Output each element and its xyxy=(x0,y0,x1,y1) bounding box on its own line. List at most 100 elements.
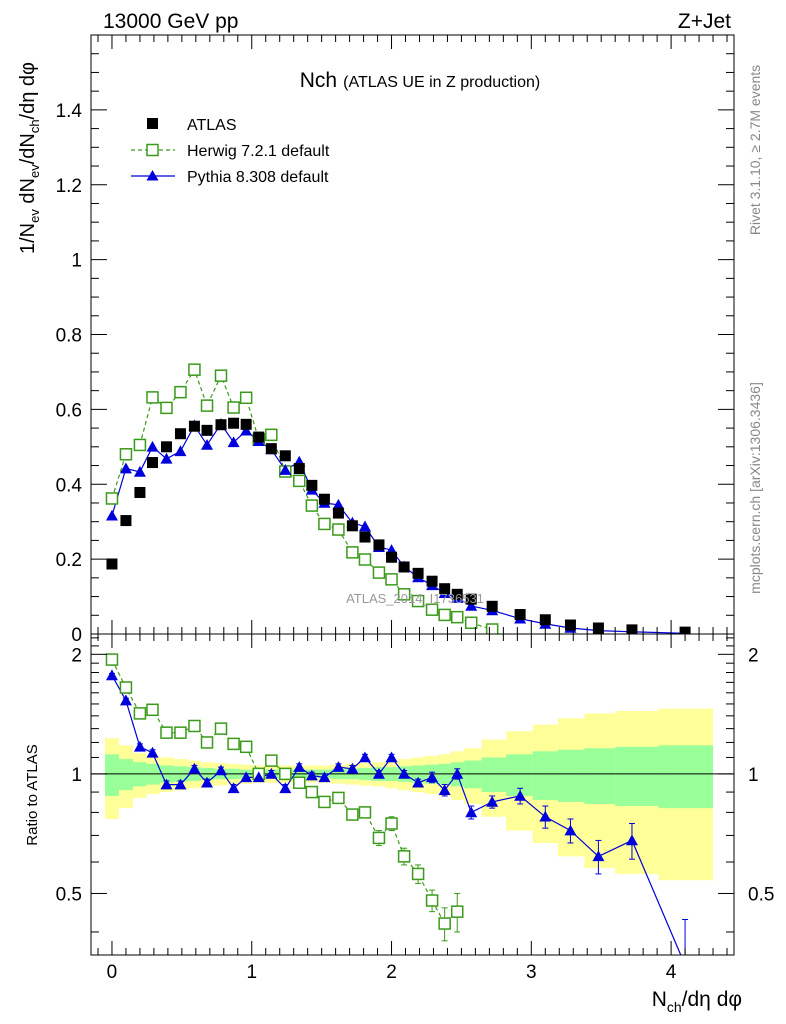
legend-pythia-label: Pythia 8.308 default xyxy=(187,169,329,186)
legend-pythia-marker xyxy=(146,170,159,181)
ratio-inner-band-bin xyxy=(532,751,558,800)
herwig-ratio-point xyxy=(397,850,411,863)
herwig-point xyxy=(438,608,451,622)
ratio-inner-band-bin xyxy=(481,757,507,793)
ratio-y-tick-label-right: 1 xyxy=(748,765,759,786)
herwig-point xyxy=(160,401,173,415)
pythia-ratio-point xyxy=(625,834,638,846)
pythia-point xyxy=(146,440,159,452)
x-tick-label: 2 xyxy=(386,962,397,983)
main-series-layer xyxy=(105,363,691,634)
x-tick-label: 3 xyxy=(526,962,537,983)
herwig-ratio-point xyxy=(318,795,331,809)
pythia-ratio-point xyxy=(146,746,159,758)
herwig-point xyxy=(133,438,147,452)
pythia-ratio-point xyxy=(240,771,253,783)
atlas-point xyxy=(160,441,172,453)
ratio-y-axis-label: Ratio to ATLAS xyxy=(24,744,41,845)
pythia-point xyxy=(201,438,214,450)
atlas-point xyxy=(451,588,463,600)
atlas-point xyxy=(439,583,451,595)
main-y-tick-label: 0 xyxy=(71,625,82,646)
atlas-point xyxy=(106,558,118,570)
x-axis-label: Nch/dη dφ xyxy=(652,988,742,1015)
ratio-y-tick-label-right: 0.5 xyxy=(748,884,774,905)
main-y-tick-label: 1 xyxy=(71,251,82,272)
herwig-ratio-point xyxy=(160,726,173,739)
pythia-ratio-point xyxy=(679,959,691,970)
pythia-ratio-point xyxy=(346,762,359,774)
x-tick-label: 1 xyxy=(246,962,257,983)
atlas-point xyxy=(465,593,477,605)
pythia-ratio-point xyxy=(385,751,398,763)
main-y-tick-label: 1.4 xyxy=(56,101,83,122)
pythia-point xyxy=(227,436,240,448)
atlas-point xyxy=(228,417,240,429)
rivet-version-label: Rivet 3.1.10, ≥ 2.7M events xyxy=(747,65,763,235)
pythia-ratio-point xyxy=(174,778,187,790)
atlas-point xyxy=(120,515,132,527)
pythia-ratio-point xyxy=(188,762,201,774)
ratio-inner-band-bin xyxy=(104,754,119,796)
legend-herwig-label: Herwig 7.2.1 default xyxy=(187,143,330,160)
analysis-watermark: ATLAS_2014_I1736531 xyxy=(346,591,484,606)
pythia-ratio-point xyxy=(305,769,318,781)
herwig-point xyxy=(485,623,499,634)
atlas-point xyxy=(201,424,213,436)
herwig-point xyxy=(372,566,386,579)
atlas-point xyxy=(306,479,318,491)
atlas-point xyxy=(539,614,551,626)
atlas-point xyxy=(240,418,252,430)
ratio-y-tick-label-left: 2 xyxy=(71,645,82,666)
atlas-point xyxy=(398,561,410,573)
ratio-inner-band-bin xyxy=(658,745,714,809)
atlas-point xyxy=(332,507,344,519)
herwig-point xyxy=(200,399,214,412)
herwig-point xyxy=(105,492,119,505)
pythia-ratio-point xyxy=(105,669,118,681)
atlas-point xyxy=(386,551,398,563)
pythia-ratio-point xyxy=(438,784,451,795)
herwig-point xyxy=(119,448,133,461)
pythia-ratio-point xyxy=(465,806,478,818)
atlas-point xyxy=(174,428,186,440)
pythia-ratio-point xyxy=(133,740,146,752)
herwig-ratio-point xyxy=(133,707,147,720)
legend-atlas-label: ATLAS xyxy=(187,117,237,134)
ratio-y-tick-label-left: 1 xyxy=(71,765,82,786)
atlas-point xyxy=(134,486,146,498)
ratio-y-tick-label-right: 2 xyxy=(748,645,759,666)
axis-ticks: 0 0.2 0.4 0.6 0.8 1 1.2 1.4 0 1 2 3 4 0.5 0.5 1 1 2 2 xyxy=(56,34,774,983)
herwig-ratio-point xyxy=(214,722,228,735)
pythia-point xyxy=(119,462,132,474)
atlas-point xyxy=(215,419,227,431)
pythia-point xyxy=(240,424,253,436)
herwig-ratio-point xyxy=(146,703,159,717)
herwig-point xyxy=(385,573,398,586)
atlas-point xyxy=(426,575,438,587)
herwig-point xyxy=(146,391,159,404)
herwig-ratio-point xyxy=(293,776,306,789)
herwig-point xyxy=(450,610,464,624)
pythia-ratio-point xyxy=(451,767,464,779)
legend-atlas-marker xyxy=(147,118,158,129)
herwig-ratio-point xyxy=(119,681,133,694)
atlas-point xyxy=(188,420,200,432)
main-y-tick-label: 1.2 xyxy=(56,176,82,197)
atlas-point xyxy=(318,493,330,505)
header-process-label: Z+Jet xyxy=(678,10,731,33)
pythia-ratio-point xyxy=(160,778,173,790)
main-y-tick-label: 0.2 xyxy=(56,550,82,571)
herwig-ratio-point xyxy=(188,719,201,733)
pythia-ratio-point xyxy=(486,795,499,807)
atlas-point xyxy=(279,450,291,462)
herwig-point xyxy=(265,428,278,442)
atlas-point xyxy=(293,463,305,475)
herwig-ratio-point xyxy=(227,737,240,751)
pythia-point xyxy=(133,465,146,477)
herwig-point xyxy=(346,546,359,559)
herwig-point xyxy=(188,363,201,376)
pythia-ratio-point xyxy=(514,789,527,801)
herwig-ratio-point xyxy=(372,831,386,845)
main-title: Nch (ATLAS UE in Z production) xyxy=(300,69,540,92)
